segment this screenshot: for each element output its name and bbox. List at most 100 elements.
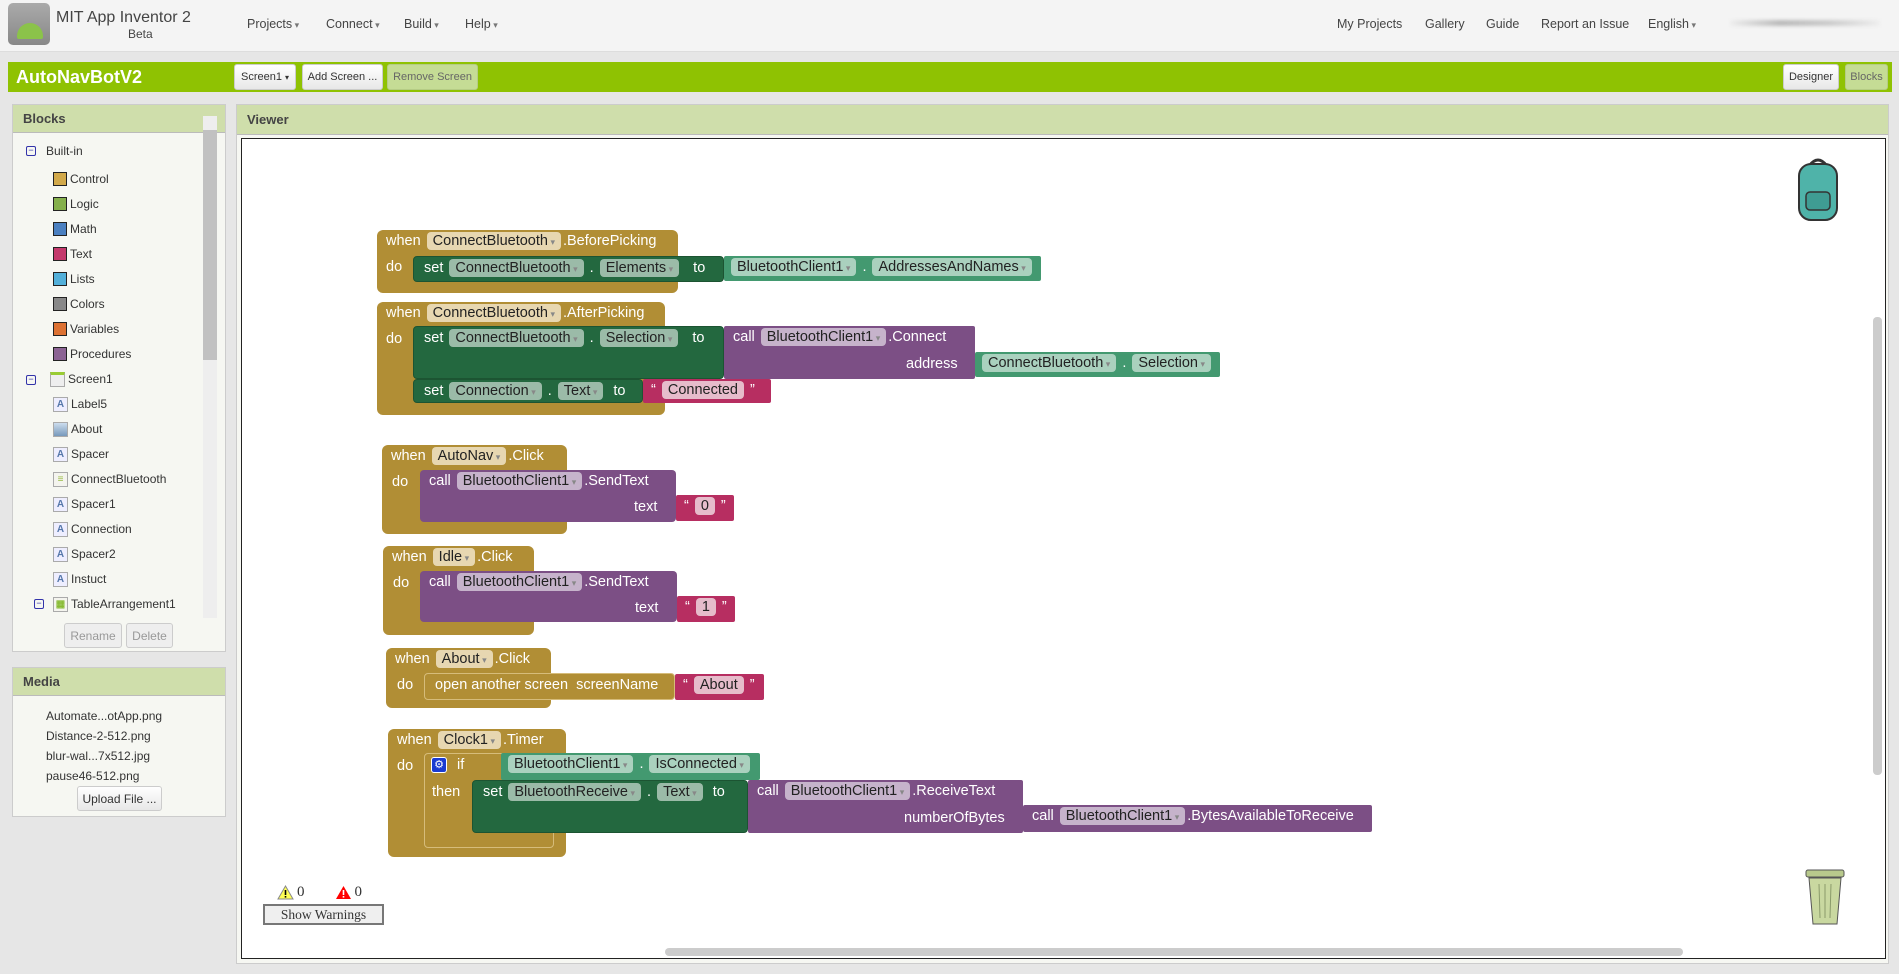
- component-dropdown[interactable]: ConnectBluetooth: [449, 329, 584, 347]
- getter-block[interactable]: ConnectBluetooth. Selection: [975, 352, 1220, 377]
- setter-block[interactable]: set Connection. Textto: [413, 379, 643, 403]
- link-my-projects[interactable]: My Projects: [1337, 17, 1403, 31]
- property-dropdown[interactable]: IsConnected: [649, 755, 750, 773]
- component-dropdown[interactable]: ConnectBluetooth: [982, 354, 1117, 372]
- tree-item-lists[interactable]: Lists: [53, 270, 95, 288]
- component-dropdown[interactable]: ConnectBluetooth: [426, 304, 561, 322]
- delete-button[interactable]: Delete: [126, 623, 173, 648]
- text-value-field[interactable]: 1: [695, 598, 716, 616]
- method-call-block[interactable]: call BluetoothClient1.SendText: [420, 571, 677, 622]
- collapse-icon[interactable]: −: [26, 375, 36, 385]
- media-file[interactable]: Distance-2-512.png: [46, 729, 151, 743]
- menu-help[interactable]: Help: [465, 17, 498, 31]
- media-file[interactable]: pause46-512.png: [46, 769, 140, 783]
- tree-scrollbar[interactable]: [203, 116, 217, 618]
- scrollbar-thumb[interactable]: [203, 130, 217, 360]
- component-dropdown[interactable]: Idle: [432, 548, 476, 566]
- component-dropdown[interactable]: BluetoothClient1: [731, 258, 857, 276]
- open-another-screen-block[interactable]: open another screen screenName: [424, 673, 675, 700]
- tree-item-component[interactable]: About: [53, 420, 102, 438]
- setter-block[interactable]: set ConnectBluetooth. Elements to: [413, 256, 724, 282]
- link-guide[interactable]: Guide: [1486, 17, 1520, 31]
- component-dropdown[interactable]: Connection: [449, 382, 542, 400]
- component-dropdown[interactable]: ConnectBluetooth: [449, 259, 584, 277]
- tree-item-colors[interactable]: Colors: [53, 295, 105, 313]
- getter-block[interactable]: BluetoothClient1. AddressesAndNames: [724, 256, 1041, 281]
- component-dropdown[interactable]: BluetoothClient1: [456, 573, 583, 591]
- trash-icon[interactable]: [1803, 864, 1847, 928]
- component-dropdown[interactable]: AutoNav: [431, 447, 507, 465]
- property-dropdown[interactable]: Text: [557, 382, 604, 400]
- method-call-block[interactable]: call BluetoothClient1.SendText: [420, 470, 676, 522]
- tree-item-component[interactable]: A Connection: [53, 520, 132, 538]
- tree-item-component[interactable]: A Instuct: [53, 570, 106, 588]
- tree-item-screen1[interactable]: Screen1: [50, 370, 113, 388]
- workspace-vertical-scrollbar[interactable]: [1873, 317, 1882, 775]
- tree-item-logic[interactable]: Logic: [53, 195, 99, 213]
- component-dropdown[interactable]: BluetoothClient1: [508, 755, 634, 773]
- collapse-icon[interactable]: −: [26, 146, 36, 156]
- property-dropdown[interactable]: Elements: [599, 259, 680, 277]
- text-value-field[interactable]: 0: [694, 497, 715, 515]
- link-gallery[interactable]: Gallery: [1425, 17, 1465, 31]
- text-value-field[interactable]: About: [693, 676, 744, 694]
- component-dropdown[interactable]: BluetoothClient1: [760, 328, 887, 346]
- property-dropdown[interactable]: AddressesAndNames: [872, 258, 1032, 276]
- user-account-blurred[interactable]: [1730, 20, 1880, 26]
- text-literal-block[interactable]: “ Connected ”: [643, 379, 771, 403]
- component-dropdown[interactable]: ConnectBluetooth: [426, 232, 561, 250]
- tree-item-variables[interactable]: Variables: [53, 320, 119, 338]
- menu-build[interactable]: Build: [404, 17, 439, 31]
- component-dropdown[interactable]: BluetoothClient1: [456, 472, 583, 490]
- menu-connect[interactable]: Connect: [326, 17, 380, 31]
- upload-file-button[interactable]: Upload File ...: [77, 786, 162, 811]
- tree-item-control[interactable]: Control: [53, 170, 109, 188]
- language-select[interactable]: English: [1648, 17, 1696, 31]
- rename-button[interactable]: Rename: [64, 623, 122, 648]
- collapse-icon[interactable]: −: [34, 599, 44, 609]
- workspace-horizontal-scrollbar[interactable]: [665, 948, 1683, 956]
- designer-button[interactable]: Designer: [1783, 64, 1839, 90]
- method-call-block[interactable]: call BluetoothClient1.Connect: [724, 326, 975, 379]
- call-label: call: [429, 473, 451, 489]
- property-dropdown[interactable]: Selection: [599, 329, 679, 347]
- tree-item-built-in[interactable]: Built-in: [46, 144, 83, 158]
- method-call-block[interactable]: call BluetoothClient1.ReceiveText: [748, 780, 1023, 833]
- text-literal-block[interactable]: “ 1 ”: [677, 596, 735, 622]
- property-dropdown[interactable]: Selection: [1132, 354, 1212, 372]
- getter-block[interactable]: BluetoothClient1. IsConnected: [501, 753, 760, 780]
- setter-block[interactable]: set BluetoothReceive. Textto: [472, 780, 748, 833]
- component-dropdown[interactable]: Clock1: [437, 731, 502, 749]
- component-dropdown[interactable]: BluetoothClient1: [1059, 807, 1186, 825]
- backpack-icon[interactable]: [1795, 154, 1841, 224]
- text-literal-block[interactable]: “ 0 ”: [676, 495, 734, 521]
- text-literal-block[interactable]: “ About ”: [675, 674, 764, 700]
- property-dropdown[interactable]: Text: [657, 783, 703, 801]
- show-warnings-button[interactable]: Show Warnings: [263, 904, 384, 925]
- media-file[interactable]: blur-wal...7x512.jpg: [46, 749, 151, 763]
- tree-item-component[interactable]: A Label5: [53, 395, 107, 413]
- add-screen-button[interactable]: Add Screen ...: [302, 64, 383, 90]
- blocks-button[interactable]: Blocks: [1845, 64, 1888, 90]
- component-dropdown[interactable]: BluetoothReceive: [508, 783, 642, 801]
- tree-item-text[interactable]: Text: [53, 245, 92, 263]
- tree-item-component[interactable]: ≡ ConnectBluetooth: [53, 470, 166, 488]
- tree-item-procedures[interactable]: Procedures: [53, 345, 131, 363]
- component-dropdown[interactable]: About: [435, 650, 493, 668]
- tree-item-math[interactable]: Math: [53, 220, 97, 238]
- app-inventor-logo[interactable]: [8, 3, 50, 45]
- setter-block[interactable]: set ConnectBluetooth. Selection to: [413, 326, 724, 379]
- tree-item-component[interactable]: A Spacer1: [53, 495, 116, 513]
- screen-select[interactable]: Screen1 ▾: [234, 64, 296, 90]
- tree-item-component[interactable]: A Spacer: [53, 445, 109, 463]
- method-call-block[interactable]: call BluetoothClient1.BytesAvailableToRec…: [1023, 805, 1372, 832]
- tree-item-component[interactable]: ▦ TableArrangement1: [53, 595, 176, 613]
- tree-item-component[interactable]: A Spacer2: [53, 545, 116, 563]
- mutator-gear-icon[interactable]: ⚙: [431, 757, 447, 773]
- menu-projects[interactable]: Projects: [247, 17, 299, 31]
- text-value-field[interactable]: Connected: [661, 381, 744, 399]
- remove-screen-button[interactable]: Remove Screen: [387, 64, 478, 90]
- link-report-issue[interactable]: Report an Issue: [1541, 17, 1630, 31]
- media-file[interactable]: Automate...otApp.png: [46, 709, 163, 723]
- component-dropdown[interactable]: BluetoothClient1: [784, 782, 911, 800]
